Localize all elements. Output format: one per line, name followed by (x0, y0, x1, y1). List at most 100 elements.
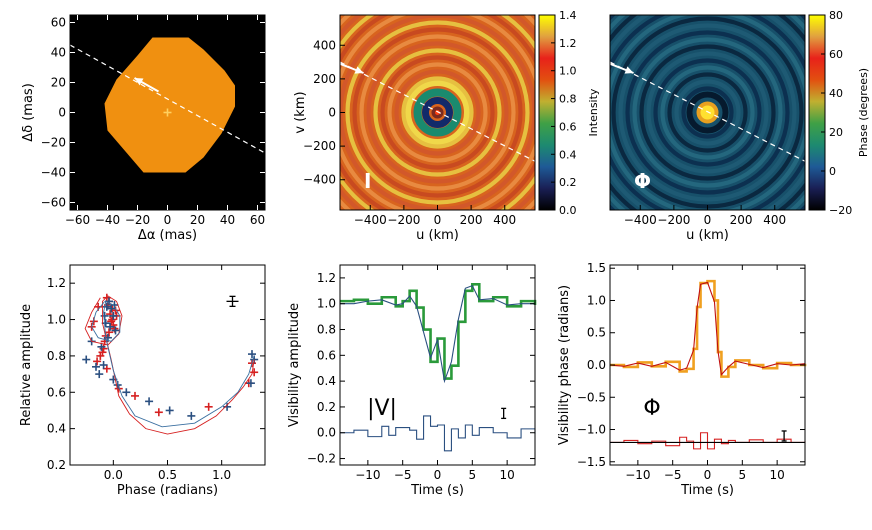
x-tick-label: −60 (65, 213, 90, 227)
map-label: I (364, 169, 371, 193)
y-tick-label: −1.5 (577, 455, 606, 469)
direction-line (69, 44, 266, 154)
y-tick-label: 0.4 (317, 374, 336, 388)
colorbar-tick-label: 1.4 (559, 9, 577, 22)
diffraction-ring (387, 62, 488, 163)
y-tick-label: 20 (51, 76, 66, 90)
colorbar (808, 14, 826, 211)
x-tick-label: 400 (493, 213, 516, 227)
x-tick-label: 1.0 (212, 468, 231, 482)
diffraction-ring (653, 58, 762, 167)
y-tick-label: 1.2 (317, 271, 336, 285)
y-axis-label: Relative amplitude (19, 304, 34, 426)
y-tick-label: 200 (313, 72, 336, 86)
x-axis-label: u (km) (416, 228, 459, 243)
diffraction-ring (413, 88, 462, 137)
colorbar-tick-label: 0.2 (559, 176, 577, 189)
x-tick-label: 0 (434, 213, 442, 227)
colorbar-tick-label: 80 (829, 9, 843, 22)
arrow-head (624, 66, 634, 74)
x-tick-label: 60 (250, 213, 265, 227)
y-tick-label: −200 (303, 139, 336, 153)
colorbar-tick-label: 40 (829, 87, 843, 100)
series-residual (610, 432, 806, 450)
series-data (340, 283, 537, 380)
x-tick-label: 10 (770, 468, 785, 482)
y-tick-label: −1.0 (577, 423, 606, 437)
diffraction-ring (686, 91, 729, 134)
x-tick-label: −40 (95, 213, 120, 227)
panel-shape: −60 −60 −40 −40 −20 −20 0 0 20 20 40 40 60 60 Δα (mas)… (21, 14, 266, 243)
x-tick-label: −5 (394, 468, 412, 482)
diffraction-ring (359, 34, 516, 191)
x-tick-label: −5 (664, 468, 682, 482)
y-tick-label: 0 (58, 106, 66, 120)
x-tick-label: 40 (220, 213, 235, 227)
diffraction-ring (660, 65, 755, 160)
diffraction-ring (625, 30, 790, 195)
x-tick-label: 0 (434, 468, 442, 482)
diffraction-ring (401, 76, 474, 149)
series-residual (340, 415, 536, 452)
y-axis-label: Visibility amplitude (287, 303, 302, 427)
colorbar-tick-label: 1.0 (559, 65, 577, 78)
x-tick-label: 0 (704, 213, 712, 227)
colorbar-tick-label: 0 (829, 165, 836, 178)
panel-vis_phase: Φ −10 −5 0 5 10 −1.5 −1.0 −0.5 0.0 0.5 1.0 1.5 Time (… (557, 261, 807, 498)
y-tick-label: 0.0 (317, 426, 336, 440)
diffraction-ring (394, 69, 481, 156)
arrow-head (134, 78, 144, 86)
y-tick-label: 1.2 (47, 276, 66, 290)
y-tick-label: 1.5 (587, 261, 606, 275)
panel-annotation: |V| (367, 396, 397, 421)
x-tick-label: −200 (657, 213, 690, 227)
x-tick-label: −20 (125, 213, 150, 227)
y-tick-label: −40 (41, 166, 66, 180)
y-tick-label: 400 (313, 38, 336, 52)
y-tick-label: −400 (303, 173, 336, 187)
x-tick-label: 5 (469, 468, 477, 482)
y-tick-label: 1.0 (47, 313, 66, 327)
y-tick-label: −60 (41, 196, 66, 210)
map-label: Φ (634, 169, 651, 193)
arrow-head (354, 66, 364, 74)
diffraction-ring (667, 72, 748, 153)
y-tick-label: 0.4 (47, 422, 66, 436)
colorbar-label: Intensity (587, 88, 600, 136)
direction-line (610, 61, 805, 162)
center-spot (700, 105, 715, 120)
colorbar-tick-label: 1.2 (559, 37, 577, 50)
diffraction-ring (646, 51, 769, 174)
y-tick-label: 1.0 (587, 293, 606, 307)
x-tick-label: −400 (354, 213, 387, 227)
panel-annotation: Φ (643, 396, 660, 421)
diffraction-ring (380, 55, 495, 170)
x-tick-label: 0.5 (158, 468, 177, 482)
x-tick-label: 200 (730, 213, 753, 227)
colorbar-label: Phase (degrees) (857, 68, 870, 157)
series-data (610, 279, 807, 378)
x-tick-label: 0 (704, 468, 712, 482)
colorbar-tick-label: 20 (829, 126, 843, 139)
panel-amp-phase: 0.0 0.5 1.0 0.2 0.4 0.6 0.8 1.0 1.2 Phase (radian… (19, 264, 266, 498)
diffraction-ring (618, 23, 797, 202)
x-tick-label: −10 (625, 468, 650, 482)
x-axis-label: Time (s) (680, 483, 734, 498)
intensity-map (340, 15, 535, 210)
y-tick-label: −0.5 (577, 390, 606, 404)
direction-line (340, 61, 535, 162)
x-axis-label: u (km) (686, 228, 729, 243)
y-tick-label: 40 (51, 46, 66, 60)
diffraction-ring (345, 20, 530, 205)
y-tick-label: 0.2 (317, 400, 336, 414)
y-tick-label: 60 (51, 16, 66, 30)
x-tick-label: −400 (624, 213, 657, 227)
x-tick-label: 0.0 (104, 468, 123, 482)
colorbar (538, 14, 556, 211)
y-tick-label: 1.0 (317, 297, 336, 311)
asteroid-silhouette (104, 37, 235, 173)
y-tick-label: −0.2 (307, 452, 336, 466)
series-model-blue (91, 300, 255, 428)
diffraction-ring (639, 44, 776, 181)
